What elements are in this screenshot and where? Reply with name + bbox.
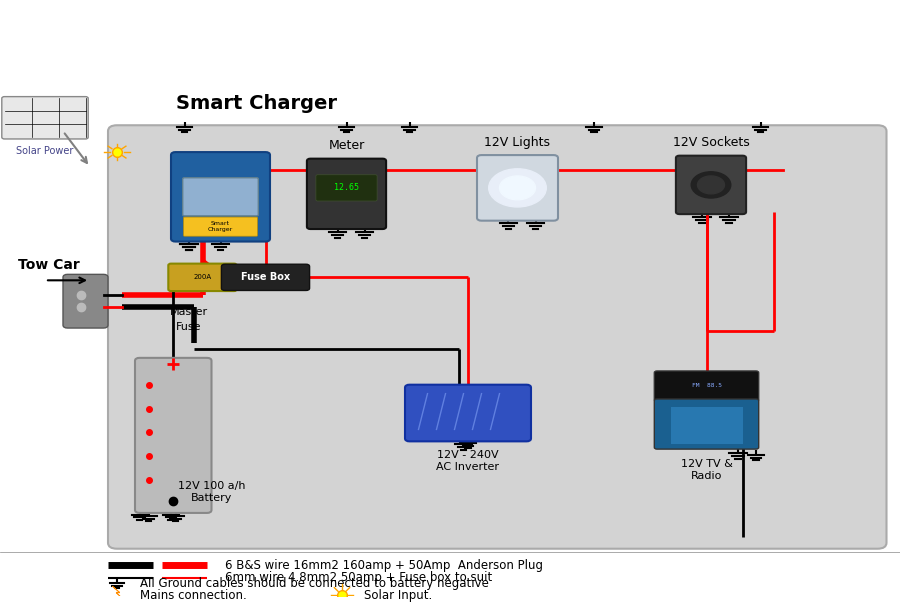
FancyBboxPatch shape (183, 178, 258, 216)
Text: Solar Input.: Solar Input. (364, 589, 433, 602)
FancyBboxPatch shape (168, 264, 237, 291)
Text: Meter: Meter (328, 139, 364, 152)
Text: 12V Lights: 12V Lights (484, 136, 551, 149)
FancyBboxPatch shape (108, 125, 886, 548)
FancyBboxPatch shape (221, 264, 310, 290)
FancyBboxPatch shape (307, 159, 386, 229)
Polygon shape (670, 407, 742, 444)
Text: Fuse Box: Fuse Box (241, 272, 290, 282)
FancyBboxPatch shape (477, 155, 558, 221)
FancyBboxPatch shape (405, 385, 531, 441)
Circle shape (691, 172, 731, 198)
Polygon shape (112, 586, 124, 600)
FancyBboxPatch shape (2, 97, 88, 139)
Circle shape (500, 176, 536, 200)
Text: 6 B&S wire 16mm2 160amp + 50Amp  Anderson Plug: 6 B&S wire 16mm2 160amp + 50Amp Anderson… (225, 559, 543, 572)
Text: All Ground cables should be connected to battery negative: All Ground cables should be connected to… (140, 577, 489, 590)
Text: 12.65: 12.65 (334, 184, 359, 193)
FancyBboxPatch shape (676, 156, 746, 214)
Text: Smart
Charger: Smart Charger (208, 222, 233, 232)
FancyBboxPatch shape (171, 152, 270, 241)
Text: Tow Car: Tow Car (18, 258, 80, 273)
Text: FM  88.5: FM 88.5 (691, 383, 722, 388)
FancyBboxPatch shape (316, 175, 377, 201)
Text: Solar Power: Solar Power (16, 146, 74, 156)
FancyBboxPatch shape (63, 275, 108, 328)
Text: Mains connection.: Mains connection. (140, 589, 247, 602)
Circle shape (489, 169, 546, 207)
FancyBboxPatch shape (654, 371, 759, 402)
Text: 12V TV &
Radio: 12V TV & Radio (680, 459, 733, 481)
Text: 12V - 240V
AC Inverter: 12V - 240V AC Inverter (436, 450, 500, 472)
Text: 6mm wire 4.8mm2 50amp + Fuse box to suit: 6mm wire 4.8mm2 50amp + Fuse box to suit (225, 571, 492, 585)
Text: 12V Sockets: 12V Sockets (672, 136, 750, 149)
FancyBboxPatch shape (654, 399, 759, 449)
Text: 12V 100 a/h
Battery: 12V 100 a/h Battery (178, 481, 245, 503)
FancyBboxPatch shape (184, 217, 257, 236)
Text: Fuse: Fuse (176, 322, 202, 332)
FancyBboxPatch shape (135, 358, 212, 513)
Text: 200A: 200A (194, 275, 212, 281)
Circle shape (698, 176, 724, 194)
Text: Smart Charger: Smart Charger (176, 95, 337, 113)
Text: Master: Master (170, 307, 208, 317)
